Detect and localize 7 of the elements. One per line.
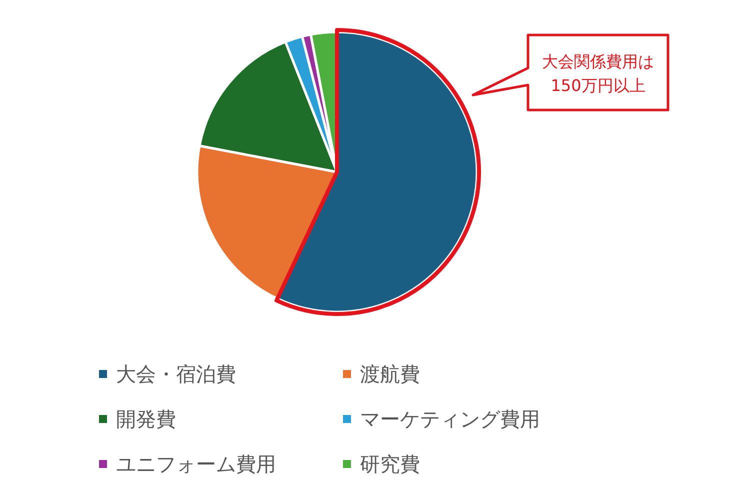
legend-label: 渡航費 bbox=[360, 362, 420, 386]
legend-label: 大会・宿泊費 bbox=[116, 362, 236, 386]
legend-label: 開発費 bbox=[116, 407, 176, 431]
legend-label: ユニフォーム費用 bbox=[116, 452, 276, 476]
text: 大会関係費用は 150万円以上 bbox=[542, 52, 654, 95]
legend-label: マーケティング費用 bbox=[360, 407, 540, 431]
legend-label: 研究費 bbox=[360, 452, 420, 476]
